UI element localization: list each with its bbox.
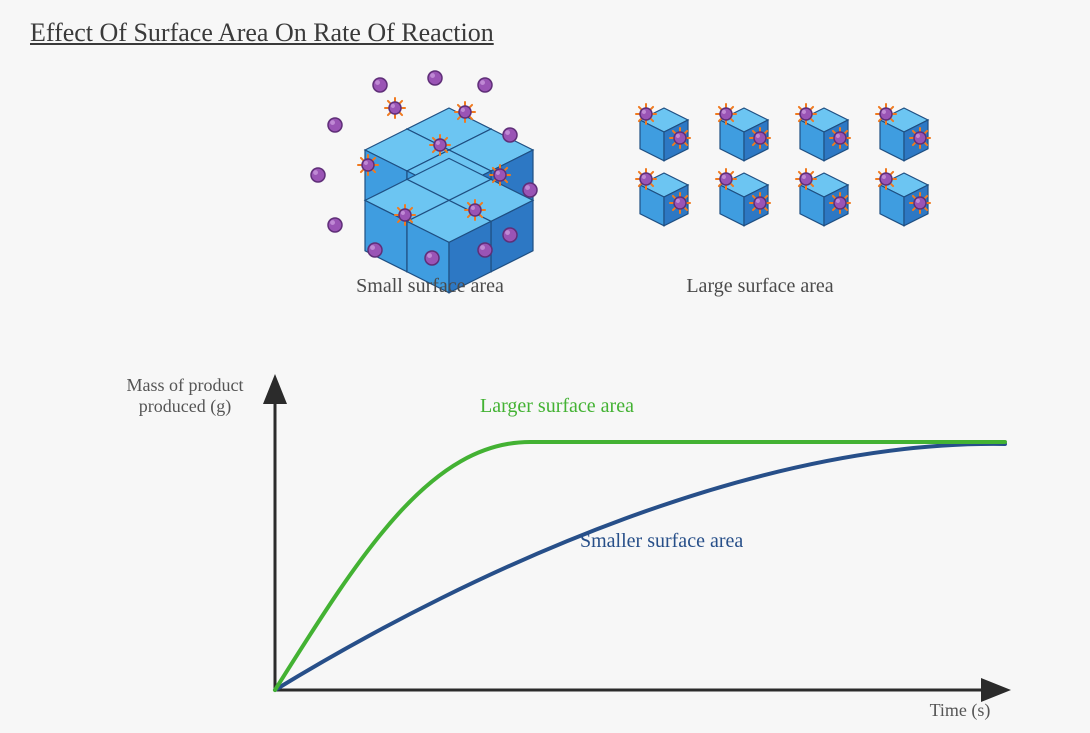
reaction-rate-chart bbox=[0, 0, 1090, 733]
curve-larger-surface bbox=[275, 442, 1005, 690]
page: Effect Of Surface Area On Rate Of Reacti… bbox=[0, 0, 1090, 733]
curve-smaller-surface bbox=[275, 444, 1005, 690]
